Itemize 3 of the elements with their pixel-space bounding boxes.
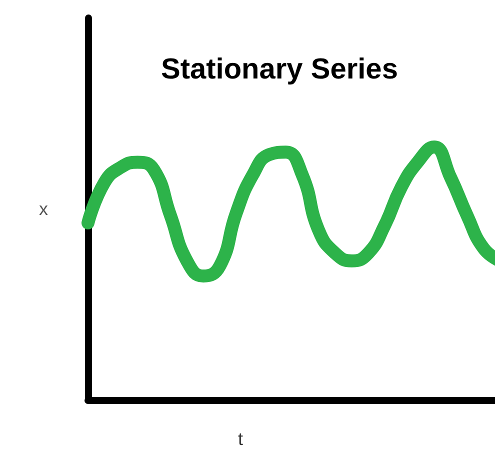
x-axis-title: t [238, 429, 243, 449]
chart-title: Stationary Series [161, 54, 398, 86]
y-axis-title: x [39, 199, 48, 219]
